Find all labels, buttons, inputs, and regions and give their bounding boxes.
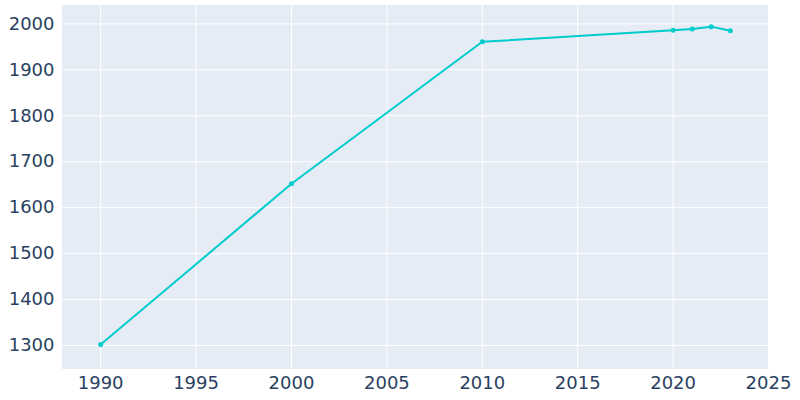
- svg-text:1400: 1400: [9, 288, 55, 309]
- svg-text:1600: 1600: [9, 196, 55, 217]
- svg-text:2015: 2015: [555, 372, 601, 393]
- svg-text:1990: 1990: [78, 372, 124, 393]
- svg-text:2005: 2005: [364, 372, 410, 393]
- svg-text:1995: 1995: [173, 372, 219, 393]
- svg-text:2025: 2025: [746, 372, 792, 393]
- svg-text:2010: 2010: [459, 372, 505, 393]
- svg-text:1300: 1300: [9, 334, 55, 355]
- svg-text:2000: 2000: [9, 13, 55, 34]
- svg-text:1700: 1700: [9, 150, 55, 171]
- svg-text:2000: 2000: [269, 372, 315, 393]
- svg-text:1500: 1500: [9, 242, 55, 263]
- svg-text:1900: 1900: [9, 59, 55, 80]
- svg-text:1800: 1800: [9, 105, 55, 126]
- svg-text:2020: 2020: [650, 372, 696, 393]
